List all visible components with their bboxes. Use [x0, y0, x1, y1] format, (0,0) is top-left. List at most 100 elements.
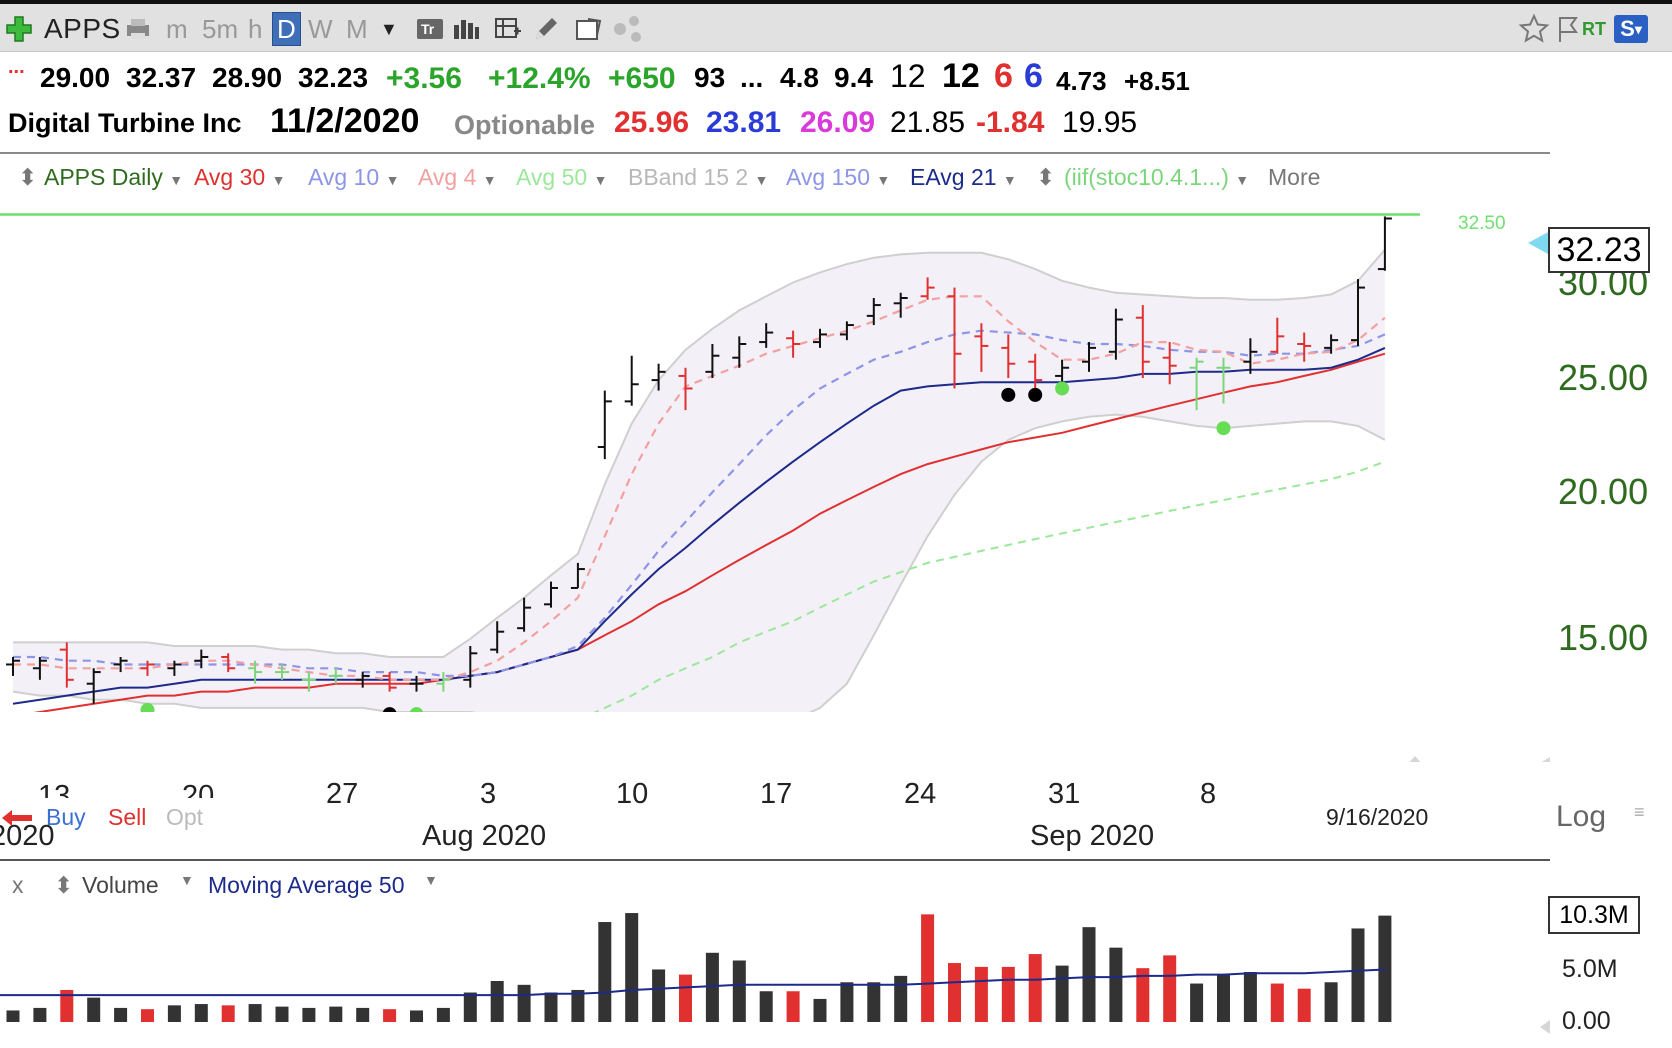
scroll-up-arrow-icon[interactable] — [1406, 756, 1424, 762]
volume-bar — [275, 1006, 289, 1022]
price-bar — [382, 672, 397, 692]
volume-bar — [1082, 927, 1096, 1022]
bar-style-icon[interactable] — [452, 12, 480, 46]
volume-bar — [598, 922, 612, 1022]
volume-bar — [1028, 954, 1042, 1022]
timeframe-hour[interactable]: h — [248, 13, 263, 44]
note-icon[interactable] — [574, 12, 604, 46]
timeframe-weekly[interactable]: W — [308, 13, 333, 44]
share-icon[interactable] — [612, 12, 648, 46]
legend-avg150[interactable]: Avg 150 ▼ — [786, 164, 890, 191]
volume-title[interactable]: Volume — [82, 872, 159, 898]
price-bar — [732, 336, 747, 368]
timeframe-5m[interactable]: 5m — [202, 13, 239, 44]
volume-bar — [974, 966, 988, 1022]
add-symbol-icon[interactable] — [4, 12, 34, 46]
volume-pane-divider[interactable] — [0, 859, 1550, 861]
price-bar — [140, 660, 155, 676]
drag-handle-icon[interactable]: ⬍ — [1036, 164, 1056, 190]
volume-bar — [652, 969, 666, 1022]
volume-bar — [1270, 983, 1284, 1022]
volume-bar — [1217, 974, 1230, 1022]
drag-handle-icon[interactable]: ⬍ — [54, 872, 74, 898]
legend-bband[interactable]: BBand 15 2 ▼ — [628, 164, 768, 191]
price-bar — [32, 656, 47, 680]
timeframe-daily[interactable]: D — [272, 12, 301, 46]
legend-avg4[interactable]: Avg 4 ▼ — [418, 164, 497, 191]
legend-avg50[interactable]: Avg 50 ▼ — [516, 164, 607, 191]
price-bar — [1135, 305, 1150, 378]
signal-dot — [140, 702, 155, 712]
drag-handle-icon[interactable]: ⬍ — [18, 164, 38, 190]
price-bar — [893, 292, 908, 318]
symbol-field[interactable]: APPS — [44, 13, 121, 44]
volume-bar — [248, 1004, 262, 1022]
scale-menu-icon[interactable]: ≡ — [1634, 802, 1645, 822]
price-chart[interactable] — [0, 200, 1672, 762]
price-bar — [194, 649, 209, 669]
buy-button[interactable]: Buy — [46, 804, 86, 830]
volume-bar — [517, 984, 531, 1022]
price-bar — [624, 355, 639, 406]
timeframe-1m[interactable]: m — [166, 13, 188, 44]
trade-arrows-icon[interactable] — [0, 804, 36, 832]
close-pane-button[interactable]: x — [12, 872, 24, 898]
info-value-4: 21.85 — [890, 106, 966, 139]
star-icon[interactable] — [1518, 12, 1550, 46]
legend-custom-formula[interactable]: (iif(stoc10.4.1...) ▼ — [1064, 164, 1249, 191]
legend-price-series[interactable]: APPS Daily ▼ — [44, 164, 183, 191]
bollinger-band — [12, 249, 1386, 712]
draw-pencil-icon[interactable] — [532, 12, 560, 46]
volume-bar — [1351, 928, 1365, 1022]
quote-rs-rating: 93 — [694, 62, 726, 93]
log-scale-toggle[interactable]: Log — [1556, 800, 1607, 833]
bollinger-lower-line — [12, 413, 1386, 712]
legend-eavg21[interactable]: EAvg 21 ▼ — [910, 164, 1017, 191]
rt-icon[interactable]: RT — [1582, 18, 1606, 39]
volume-chart[interactable] — [0, 884, 1550, 1044]
legend-avg30[interactable]: Avg 30 ▼ — [194, 164, 285, 191]
sell-button[interactable]: Sell — [108, 804, 147, 830]
volume-scroll-arrow-icon[interactable] — [1538, 1016, 1552, 1038]
price-bar — [1270, 317, 1285, 354]
scroll-left-arrow-icon[interactable] — [1540, 757, 1550, 762]
layout-icon[interactable] — [494, 12, 522, 46]
price-bar — [1028, 353, 1043, 389]
volume-bar — [114, 1007, 128, 1022]
volume-bar — [221, 1005, 235, 1022]
price-bar — [651, 363, 666, 391]
volume-bars — [6, 913, 1392, 1022]
volume-bar — [705, 952, 719, 1022]
price-bar — [1082, 342, 1096, 372]
chevron-down-icon[interactable]: ▼ — [180, 872, 194, 888]
volume-bar — [571, 989, 585, 1022]
volume-bar — [356, 1007, 370, 1022]
quote-dots: ... — [8, 56, 25, 78]
volume-bar — [894, 975, 908, 1022]
timeframe-dropdown-icon[interactable]: ▼ — [380, 18, 398, 39]
s-badge-icon[interactable]: S ▾ — [1614, 12, 1648, 46]
legend-more-button[interactable]: More — [1268, 164, 1321, 190]
legend-avg10[interactable]: Avg 10 ▼ — [308, 164, 399, 191]
volume-bar — [1324, 982, 1338, 1022]
price-bar — [678, 367, 693, 411]
volume-bar — [786, 991, 800, 1022]
volume-ma-label[interactable]: Moving Average 50 — [208, 872, 405, 898]
legend-label: Avg 4 — [418, 164, 477, 190]
chevron-down-icon[interactable]: ▼ — [424, 872, 438, 888]
print-icon[interactable] — [124, 12, 152, 46]
volume-bar — [1378, 915, 1392, 1022]
price-bar — [275, 664, 289, 680]
timeframe-monthly[interactable]: M — [346, 13, 368, 44]
date-tick-8: 8 — [1200, 778, 1217, 810]
ema21-line — [12, 346, 1386, 705]
indicator-legend: ⬍ APPS Daily ▼ Avg 30 ▼ Avg 10 ▼ Avg 4 ▼… — [0, 162, 1550, 194]
price-bar — [1108, 308, 1123, 360]
flag-icon[interactable] — [1556, 12, 1580, 46]
price-bar — [544, 581, 558, 608]
volume-bar — [1297, 988, 1311, 1022]
options-button[interactable]: Opt — [166, 804, 204, 830]
volume-bar — [383, 1009, 397, 1022]
chart-type-icon[interactable]: Tr — [416, 12, 444, 46]
quote-volume-change: +650 — [608, 62, 676, 95]
